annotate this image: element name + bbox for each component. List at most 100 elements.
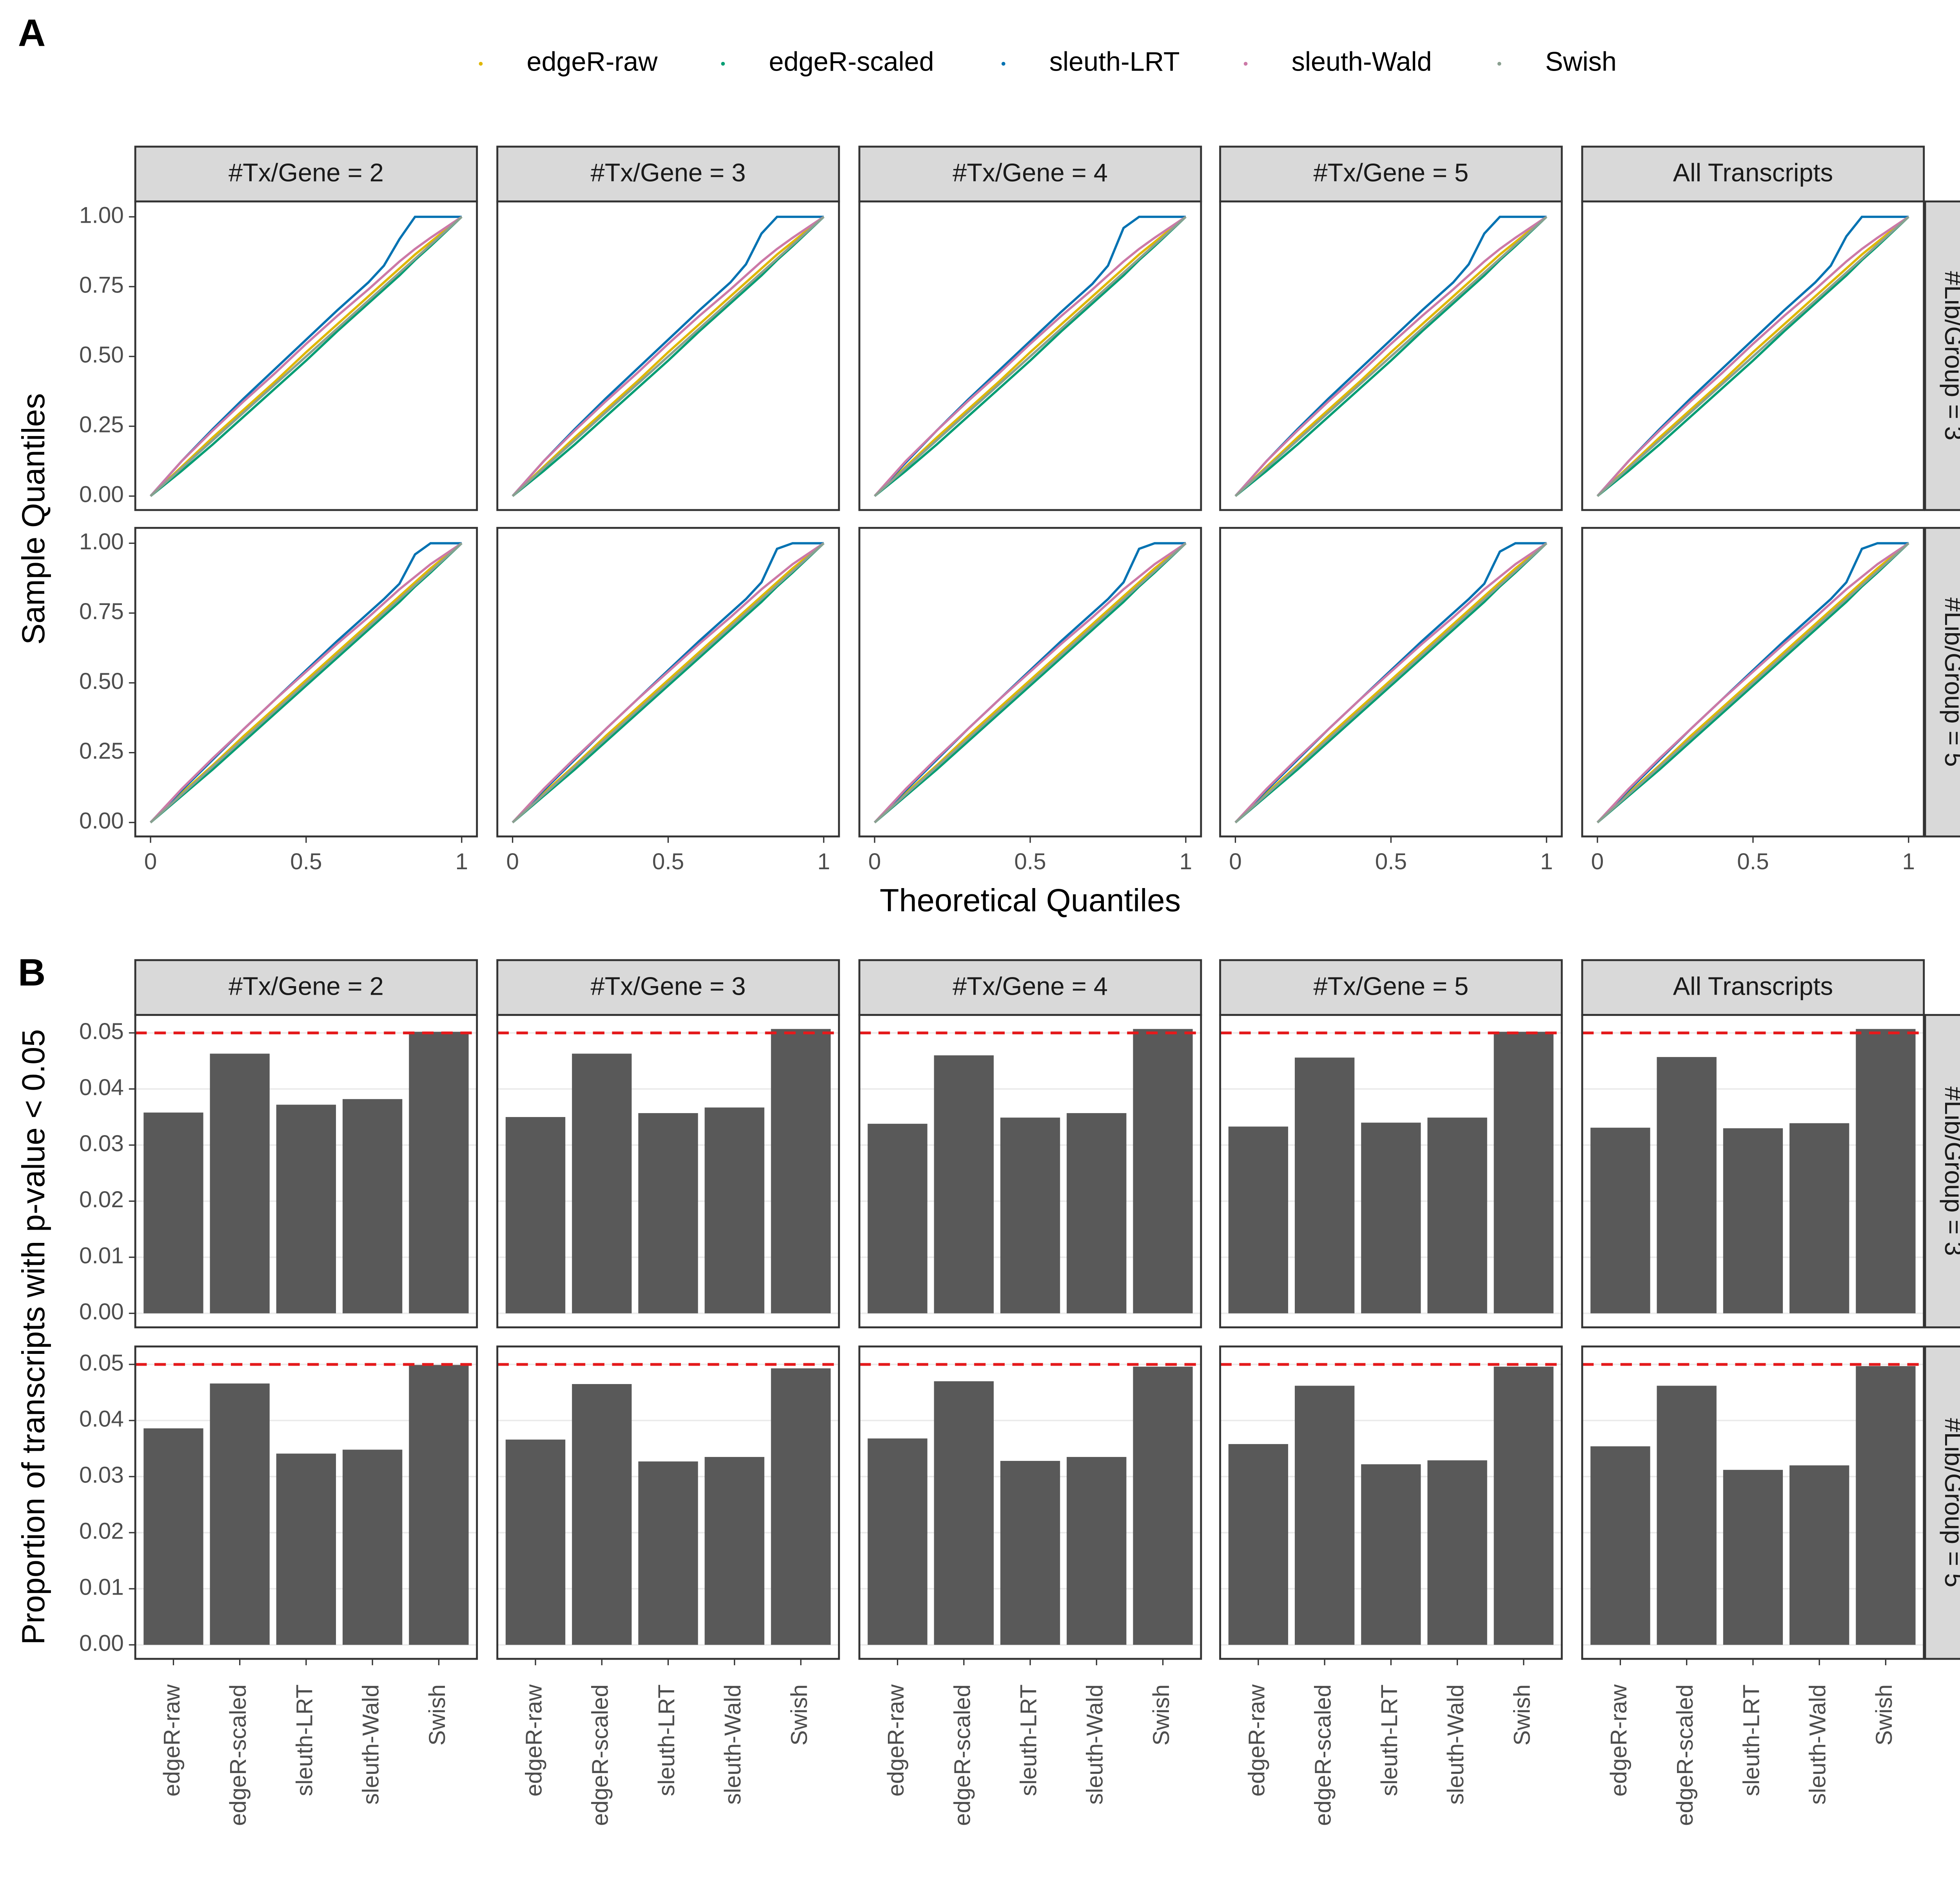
y-tick-label: 0.02 — [79, 1187, 124, 1212]
x-tick-label: sleuth-LRT — [654, 1684, 679, 1796]
legend-key — [479, 62, 483, 66]
panel-border — [1581, 1345, 1925, 1660]
facet-label: #Tx/Gene = 2 — [229, 972, 384, 1001]
y-tick-label: 0.25 — [79, 412, 124, 438]
panel-border — [1219, 200, 1563, 511]
y-tick-label: 0.00 — [79, 1631, 124, 1656]
x-tick-label: sleuth-Wald — [1805, 1684, 1831, 1805]
panel-border — [858, 1345, 1202, 1660]
y-axis-title: Sample Quantiles — [16, 393, 51, 645]
bar — [1657, 1057, 1717, 1313]
qq-line — [149, 216, 463, 497]
panel-border — [1581, 527, 1925, 837]
y-tick-label: 0.02 — [79, 1519, 124, 1544]
bar — [867, 1438, 927, 1645]
legend-label: sleuth-LRT — [1049, 47, 1180, 77]
bar — [572, 1384, 632, 1645]
facet-label: #Tx/Gene = 5 — [1313, 972, 1468, 1001]
x-tick-label: 1 — [455, 849, 468, 874]
qq-line — [1234, 216, 1548, 497]
x-tick-label: edgeR-raw — [1606, 1684, 1632, 1797]
bar — [1000, 1461, 1060, 1645]
qq-line — [874, 542, 1187, 823]
bar — [276, 1104, 336, 1313]
facet-label: #Tx/Gene = 2 — [229, 158, 384, 187]
x-tick-label: Swish — [425, 1684, 450, 1746]
x-tick-label: 0.5 — [652, 849, 684, 874]
facet-strip — [1924, 527, 1960, 837]
bar — [1590, 1446, 1650, 1645]
bar — [210, 1383, 270, 1645]
x-tick-label: 0.5 — [1014, 849, 1046, 874]
bar — [867, 1124, 927, 1313]
facet-label: #Lib/Group = 5 — [1940, 598, 1960, 767]
x-tick-label: 0.5 — [1737, 849, 1769, 874]
bar — [1294, 1386, 1355, 1645]
y-tick-label: 0.00 — [79, 482, 124, 507]
bar — [1427, 1460, 1487, 1645]
bar — [210, 1054, 270, 1313]
facet-label: #Tx/Gene = 3 — [591, 158, 746, 187]
x-tick-label: 0 — [506, 849, 519, 874]
panel-border — [1581, 200, 1925, 511]
facet-label: All Transcripts — [1673, 972, 1833, 1001]
x-tick-label: edgeR-scaled — [1310, 1684, 1336, 1826]
qq-line — [1234, 542, 1547, 823]
facet-strip — [1924, 1345, 1960, 1660]
panel-border — [496, 200, 840, 511]
facet-strip — [134, 145, 478, 203]
facet-strip — [496, 145, 840, 203]
bar — [1067, 1457, 1127, 1645]
bar — [1294, 1057, 1355, 1313]
x-tick-label: Swish — [1871, 1684, 1897, 1746]
qq-line — [874, 542, 1187, 823]
bar — [409, 1032, 469, 1313]
qq-line — [149, 542, 463, 823]
x-tick-label: edgeR-scaled — [949, 1684, 975, 1826]
x-tick-label: Swish — [786, 1684, 812, 1746]
bar — [934, 1381, 994, 1645]
bar — [1856, 1366, 1916, 1645]
y-axis-title: Proportion of transcripts with p-value <… — [16, 1029, 51, 1645]
x-axis-title: Theoretical Quantiles — [880, 883, 1181, 918]
panel-border — [1581, 1014, 1925, 1328]
qq-line — [1597, 542, 1909, 823]
y-tick-label: 0.00 — [79, 1299, 124, 1324]
bar — [704, 1457, 764, 1645]
x-tick-label: sleuth-Wald — [1443, 1684, 1468, 1805]
bar — [704, 1107, 764, 1313]
bar — [143, 1112, 203, 1313]
qq-line — [150, 216, 463, 497]
y-tick-label: 0.50 — [79, 669, 124, 694]
legend-key — [1497, 62, 1501, 66]
facet-label: #Tx/Gene = 4 — [953, 158, 1108, 187]
bar — [638, 1461, 698, 1645]
qq-line — [874, 216, 1187, 497]
x-tick-label: sleuth-LRT — [1739, 1684, 1764, 1796]
panel-border — [134, 527, 478, 837]
x-tick-label: 0.5 — [1375, 849, 1407, 874]
bar — [1723, 1128, 1783, 1313]
qq-line — [150, 216, 463, 497]
bar — [1228, 1126, 1289, 1313]
bar — [505, 1117, 566, 1313]
bar — [638, 1113, 698, 1313]
bar — [572, 1054, 632, 1313]
qq-line — [512, 216, 824, 497]
y-tick-label: 0.03 — [79, 1131, 124, 1156]
x-tick-label: edgeR-scaled — [588, 1684, 613, 1826]
facet-label: #Tx/Gene = 5 — [1313, 158, 1468, 187]
y-tick-label: 0.01 — [79, 1575, 124, 1600]
legend-key — [1001, 62, 1005, 66]
panel-border — [1219, 527, 1563, 837]
bar — [934, 1055, 994, 1313]
facet-label: #Tx/Gene = 3 — [591, 972, 746, 1001]
bar — [1590, 1128, 1650, 1313]
facet-strip — [1581, 959, 1925, 1016]
facet-strip — [134, 959, 478, 1016]
x-tick-label: Swish — [1149, 1684, 1174, 1746]
x-tick-label: 0.5 — [290, 849, 322, 874]
bar — [1228, 1444, 1289, 1645]
x-tick-label: edgeR-raw — [159, 1684, 185, 1797]
y-tick-label: 0.25 — [79, 738, 124, 764]
